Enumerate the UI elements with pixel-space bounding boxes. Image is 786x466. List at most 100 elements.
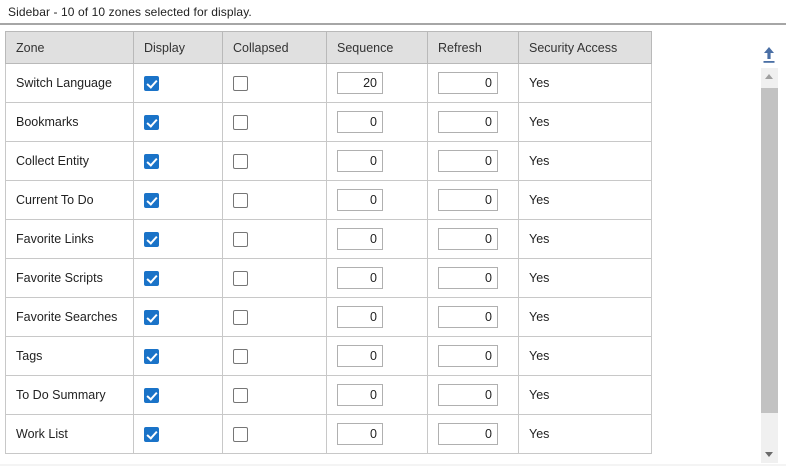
cell-display [133, 297, 223, 337]
cell-display [133, 63, 223, 103]
refresh-input[interactable] [438, 111, 498, 133]
refresh-input[interactable] [438, 384, 498, 406]
scrollbar-up-button[interactable] [761, 68, 778, 85]
collapsed-checkbox[interactable] [233, 114, 248, 130]
column-header-refresh[interactable]: Refresh [427, 31, 519, 64]
collapsed-checkbox[interactable] [233, 75, 248, 91]
cell-refresh [427, 219, 519, 259]
cell-display [133, 102, 223, 142]
cell-security-access: Yes [518, 336, 652, 376]
cell-refresh [427, 180, 519, 220]
zone-grid-container: Zone Display Collapsed Sequence Refresh … [5, 31, 652, 455]
refresh-input[interactable] [438, 189, 498, 211]
sequence-input[interactable] [337, 189, 383, 211]
cell-sequence [326, 414, 428, 454]
column-header-zone[interactable]: Zone [5, 31, 134, 64]
sequence-input[interactable] [337, 384, 383, 406]
cell-display [133, 180, 223, 220]
table-row: Work List Yes [5, 414, 652, 454]
cell-collapsed [222, 414, 327, 454]
vertical-scrollbar[interactable] [761, 68, 778, 463]
cell-sequence [326, 180, 428, 220]
cell-security-access: Yes [518, 180, 652, 220]
scrollbar-down-arrow-icon [765, 452, 773, 457]
cell-security-access: Yes [518, 102, 652, 142]
cell-zone-name: Work List [5, 414, 134, 454]
cell-display [133, 258, 223, 298]
cell-refresh [427, 297, 519, 337]
sequence-input[interactable] [337, 345, 383, 367]
scrollbar-down-button[interactable] [761, 446, 778, 463]
refresh-input[interactable] [438, 423, 498, 445]
cell-zone-name: Tags [5, 336, 134, 376]
refresh-input[interactable] [438, 228, 498, 250]
display-checkbox[interactable] [144, 153, 159, 169]
scroll-to-top-icon[interactable] [760, 45, 778, 65]
sequence-input[interactable] [337, 111, 383, 133]
column-header-sequence[interactable]: Sequence [326, 31, 428, 64]
collapsed-checkbox[interactable] [233, 270, 248, 286]
cell-sequence [326, 297, 428, 337]
display-checkbox[interactable] [144, 387, 159, 403]
cell-display [133, 219, 223, 259]
sequence-input[interactable] [337, 267, 383, 289]
cell-display [133, 336, 223, 376]
header-row: Zone Display Collapsed Sequence Refresh … [5, 31, 652, 64]
sequence-input[interactable] [337, 306, 383, 328]
table-row: Bookmarks Yes [5, 102, 652, 142]
display-checkbox[interactable] [144, 75, 159, 91]
cell-zone-name: Current To Do [5, 180, 134, 220]
sequence-input[interactable] [337, 150, 383, 172]
collapsed-checkbox[interactable] [233, 192, 248, 208]
sequence-input[interactable] [337, 423, 383, 445]
collapsed-checkbox[interactable] [233, 309, 248, 325]
cell-sequence [326, 102, 428, 142]
cell-refresh [427, 258, 519, 298]
display-checkbox[interactable] [144, 114, 159, 130]
column-header-security[interactable]: Security Access [518, 31, 652, 64]
cell-collapsed [222, 375, 327, 415]
collapsed-checkbox[interactable] [233, 231, 248, 247]
display-checkbox[interactable] [144, 348, 159, 364]
column-header-display[interactable]: Display [133, 31, 223, 64]
sequence-input[interactable] [337, 72, 383, 94]
column-header-collapsed[interactable]: Collapsed [222, 31, 327, 64]
cell-sequence [326, 141, 428, 181]
scrollbar-thumb[interactable] [761, 88, 778, 413]
collapsed-checkbox[interactable] [233, 153, 248, 169]
collapsed-checkbox[interactable] [233, 348, 248, 364]
status-message: Sidebar - 10 of 10 zones selected for di… [8, 4, 252, 19]
cell-display [133, 414, 223, 454]
cell-security-access: Yes [518, 219, 652, 259]
zone-grid-body: Switch LanguageYesBookmarksYesCollect En… [5, 63, 652, 454]
cell-refresh [427, 375, 519, 415]
table-row: To Do Summary Yes [5, 375, 652, 415]
refresh-input[interactable] [438, 72, 498, 94]
collapsed-checkbox[interactable] [233, 426, 248, 442]
sequence-input[interactable] [337, 228, 383, 250]
display-checkbox[interactable] [144, 231, 159, 247]
table-row: Favorite Searches Yes [5, 297, 652, 337]
table-row: Collect Entity Yes [5, 141, 652, 181]
zone-grid-header: Zone Display Collapsed Sequence Refresh … [5, 31, 652, 64]
refresh-input[interactable] [438, 267, 498, 289]
refresh-input[interactable] [438, 345, 498, 367]
cell-zone-name: Favorite Scripts [5, 258, 134, 298]
table-row: Switch Language Yes [5, 63, 652, 103]
refresh-input[interactable] [438, 150, 498, 172]
display-checkbox[interactable] [144, 192, 159, 208]
display-checkbox[interactable] [144, 270, 159, 286]
bottom-edge [0, 464, 786, 466]
cell-zone-name: Favorite Links [5, 219, 134, 259]
collapsed-checkbox[interactable] [233, 387, 248, 403]
cell-display [133, 141, 223, 181]
zone-grid: Zone Display Collapsed Sequence Refresh … [5, 31, 652, 454]
cell-security-access: Yes [518, 258, 652, 298]
cell-collapsed [222, 102, 327, 142]
cell-security-access: Yes [518, 297, 652, 337]
table-row: Favorite Links Yes [5, 219, 652, 259]
display-checkbox[interactable] [144, 426, 159, 442]
refresh-input[interactable] [438, 306, 498, 328]
display-checkbox[interactable] [144, 309, 159, 325]
